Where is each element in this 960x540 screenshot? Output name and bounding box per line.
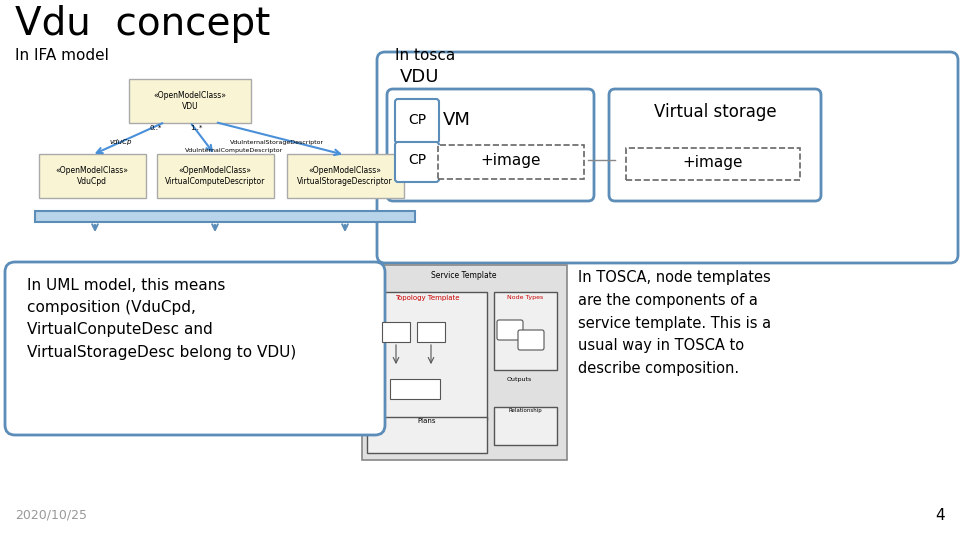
Text: Node Types: Node Types bbox=[507, 295, 543, 300]
Bar bbox=[367, 292, 487, 420]
Text: 2020/10/25: 2020/10/25 bbox=[15, 508, 87, 521]
Bar bbox=[362, 265, 567, 460]
Text: VDU: VDU bbox=[400, 68, 440, 86]
FancyBboxPatch shape bbox=[5, 262, 385, 435]
Text: Vdu  concept: Vdu concept bbox=[15, 5, 271, 43]
Text: Outputs: Outputs bbox=[507, 377, 532, 382]
Text: 0..*: 0..* bbox=[150, 125, 162, 131]
FancyBboxPatch shape bbox=[395, 142, 439, 182]
FancyBboxPatch shape bbox=[157, 154, 274, 198]
Text: Relationship: Relationship bbox=[508, 408, 541, 413]
Text: vduCp: vduCp bbox=[110, 139, 132, 145]
Text: «OpenModelClass»
VirtualComputeDescriptor: «OpenModelClass» VirtualComputeDescripto… bbox=[165, 166, 265, 186]
Bar bbox=[494, 292, 557, 370]
FancyBboxPatch shape bbox=[395, 99, 439, 143]
FancyBboxPatch shape bbox=[129, 79, 251, 123]
FancyBboxPatch shape bbox=[609, 89, 821, 201]
Text: «OpenModelClass»
VDU: «OpenModelClass» VDU bbox=[154, 91, 227, 111]
Text: Service Template: Service Template bbox=[431, 271, 496, 280]
Text: +image: +image bbox=[481, 152, 541, 167]
Text: «OpenModelClass»
VirtualStorageDescriptor: «OpenModelClass» VirtualStorageDescripto… bbox=[298, 166, 393, 186]
Text: 1..*: 1..* bbox=[190, 125, 203, 131]
Bar bbox=[417, 322, 445, 342]
Bar bbox=[382, 322, 410, 342]
Text: Topology Template: Topology Template bbox=[395, 295, 459, 301]
Bar bbox=[494, 407, 557, 445]
Text: In IFA model: In IFA model bbox=[15, 48, 108, 63]
FancyBboxPatch shape bbox=[518, 330, 544, 350]
FancyBboxPatch shape bbox=[497, 320, 523, 340]
Text: +image: +image bbox=[683, 154, 743, 170]
FancyBboxPatch shape bbox=[377, 52, 958, 263]
Text: VM: VM bbox=[443, 111, 470, 129]
FancyBboxPatch shape bbox=[287, 154, 404, 198]
Text: In TOSCA, node templates
are the components of a
service template. This is a
usu: In TOSCA, node templates are the compone… bbox=[578, 270, 771, 376]
Text: In UML model, this means
composition (VduCpd,
VirtualConputeDesc and
VirtualStor: In UML model, this means composition (Vd… bbox=[27, 278, 297, 360]
Text: 4: 4 bbox=[935, 508, 945, 523]
Text: CP: CP bbox=[408, 153, 426, 167]
Bar bbox=[390, 379, 440, 399]
Text: VduInternalStorageDescriptor: VduInternalStorageDescriptor bbox=[230, 140, 324, 145]
Text: Plans: Plans bbox=[418, 418, 436, 424]
Text: CP: CP bbox=[408, 113, 426, 127]
FancyBboxPatch shape bbox=[626, 148, 800, 180]
Text: VduInternalComputeDescriptor: VduInternalComputeDescriptor bbox=[185, 148, 283, 153]
FancyBboxPatch shape bbox=[438, 145, 584, 179]
Bar bbox=[35, 211, 415, 222]
Text: In tosca: In tosca bbox=[395, 48, 455, 63]
Text: Virtual storage: Virtual storage bbox=[654, 103, 777, 121]
Bar bbox=[367, 417, 487, 453]
FancyBboxPatch shape bbox=[39, 154, 146, 198]
FancyBboxPatch shape bbox=[387, 89, 594, 201]
Text: «OpenModelClass»
VduCpd: «OpenModelClass» VduCpd bbox=[56, 166, 129, 186]
